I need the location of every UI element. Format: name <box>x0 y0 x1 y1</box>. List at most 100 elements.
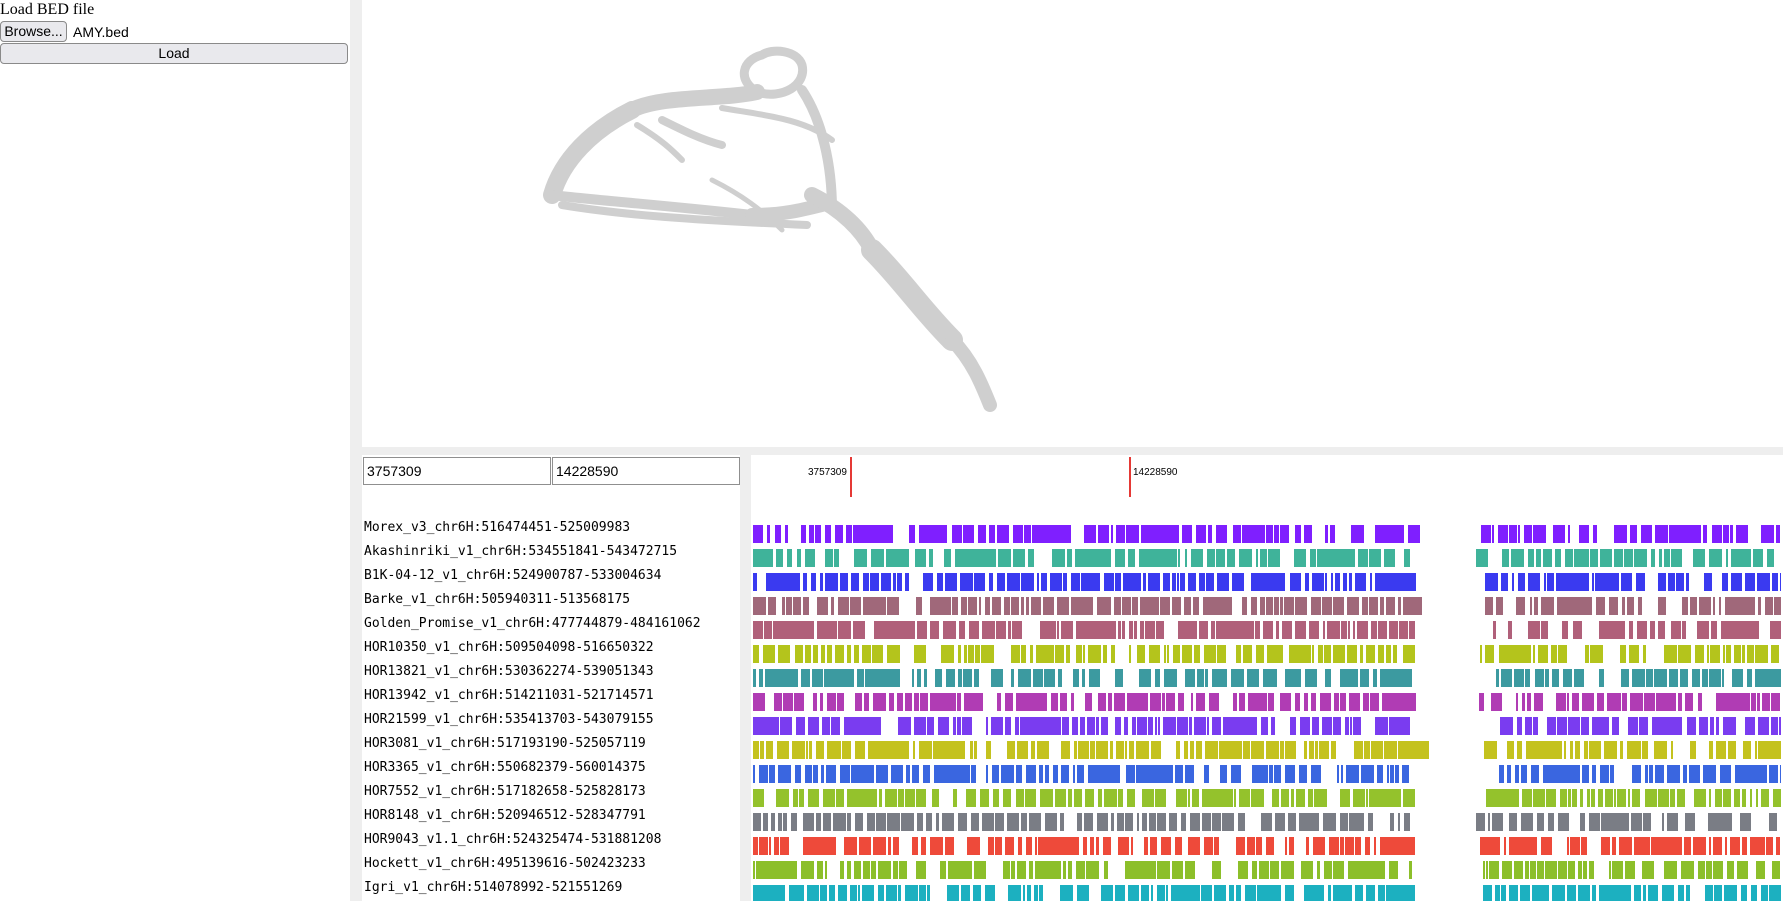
track-segment[interactable] <box>1223 717 1257 735</box>
track-segment[interactable] <box>947 885 959 903</box>
track-segment[interactable] <box>1285 837 1287 855</box>
track-segment[interactable] <box>1053 765 1058 783</box>
track-segment[interactable] <box>1333 645 1345 663</box>
track-segment[interactable] <box>1614 789 1616 807</box>
track-segment[interactable] <box>823 789 835 807</box>
track-segment[interactable] <box>867 813 875 831</box>
track-segment[interactable] <box>936 813 939 831</box>
track-segment[interactable] <box>1084 813 1093 831</box>
track-segment[interactable] <box>1375 717 1388 735</box>
track-segment[interactable] <box>865 669 900 687</box>
track-segment[interactable] <box>854 645 859 663</box>
track-segment[interactable] <box>1234 789 1236 807</box>
track-segment[interactable] <box>1621 573 1632 591</box>
track-segment[interactable] <box>1317 549 1355 567</box>
track-segment[interactable] <box>1118 789 1123 807</box>
track-segment[interactable] <box>897 573 902 591</box>
track-segment[interactable] <box>1051 693 1058 711</box>
track-segment[interactable] <box>1217 573 1229 591</box>
track-segment[interactable] <box>876 765 888 783</box>
track-segment[interactable] <box>1252 765 1268 783</box>
track-segment[interactable] <box>913 741 915 759</box>
track-segment[interactable] <box>1530 597 1532 615</box>
track-segment[interactable] <box>1599 669 1604 687</box>
track-segment[interactable] <box>1547 717 1556 735</box>
track-segment[interactable] <box>1058 669 1062 687</box>
track-segment[interactable] <box>1737 861 1748 879</box>
track-segment[interactable] <box>1753 549 1763 567</box>
track-segment[interactable] <box>927 885 930 903</box>
track-segment[interactable] <box>1021 645 1026 663</box>
track-segment[interactable] <box>1362 597 1368 615</box>
track-segment[interactable] <box>1712 525 1722 543</box>
track-segment[interactable] <box>1598 789 1603 807</box>
track-segment[interactable] <box>893 573 896 591</box>
track-segment[interactable] <box>1607 693 1621 711</box>
track-segment[interactable] <box>1758 741 1781 759</box>
track-segment[interactable] <box>1722 573 1728 591</box>
track-segment[interactable] <box>1541 597 1554 615</box>
track-segment[interactable] <box>1632 765 1641 783</box>
track-segment[interactable] <box>1158 717 1160 735</box>
track-segment[interactable] <box>1129 645 1131 663</box>
track-segment[interactable] <box>1039 765 1043 783</box>
track-segment[interactable] <box>817 597 828 615</box>
track-segment[interactable] <box>1333 597 1344 615</box>
track-segment[interactable] <box>886 549 909 567</box>
track-segment[interactable] <box>1063 573 1067 591</box>
track-segment[interactable] <box>893 861 898 879</box>
track-segment[interactable] <box>1353 789 1365 807</box>
track-segment[interactable] <box>1088 645 1101 663</box>
track-segment[interactable] <box>1141 525 1179 543</box>
track-segment[interactable] <box>1003 861 1010 879</box>
track-segment[interactable] <box>919 525 947 543</box>
track-segment[interactable] <box>1393 645 1397 663</box>
track-segment[interactable] <box>1125 813 1133 831</box>
track-segment[interactable] <box>1029 813 1041 831</box>
track-segment[interactable] <box>806 741 808 759</box>
track-segment[interactable] <box>1527 693 1531 711</box>
track-segment[interactable] <box>808 789 819 807</box>
track-segment[interactable] <box>1018 837 1022 855</box>
track-segment[interactable] <box>1538 645 1548 663</box>
track-segment[interactable] <box>1323 621 1325 639</box>
track-segment[interactable] <box>1528 549 1534 567</box>
track-segment[interactable] <box>1742 837 1747 855</box>
track-segment[interactable] <box>1723 525 1729 543</box>
track-segment[interactable] <box>1098 693 1106 711</box>
track-segment[interactable] <box>1304 525 1312 543</box>
track-segment[interactable] <box>1322 597 1332 615</box>
track-segment[interactable] <box>1358 549 1368 567</box>
track-segment[interactable] <box>1565 549 1573 567</box>
track-segment[interactable] <box>1285 765 1295 783</box>
track-segment[interactable] <box>1572 789 1577 807</box>
track-segment[interactable] <box>1769 885 1781 903</box>
track-segment[interactable] <box>1757 573 1770 591</box>
track-segment[interactable] <box>801 669 810 687</box>
track-segment[interactable] <box>1024 525 1031 543</box>
track-segment[interactable] <box>780 837 789 855</box>
track-segment[interactable] <box>1023 885 1025 903</box>
track-segment[interactable] <box>1086 861 1099 879</box>
track-segment[interactable] <box>963 525 974 543</box>
track-segment[interactable] <box>1703 525 1707 543</box>
track-segment[interactable] <box>887 597 899 615</box>
track-segment[interactable] <box>1507 765 1511 783</box>
track-segment[interactable] <box>783 693 793 711</box>
track-segment[interactable] <box>1008 621 1011 639</box>
track-segment[interactable] <box>1650 621 1655 639</box>
track-segment[interactable] <box>1110 741 1113 759</box>
track-segment[interactable] <box>1683 765 1687 783</box>
track-segment[interactable] <box>1035 837 1037 855</box>
track-segment[interactable] <box>1390 765 1394 783</box>
track-segment[interactable] <box>1709 837 1711 855</box>
track-segment[interactable] <box>1604 741 1617 759</box>
track-segment[interactable] <box>1295 693 1300 711</box>
track-segment[interactable] <box>1568 525 1570 543</box>
track-segment[interactable] <box>763 645 775 663</box>
track-segment[interactable] <box>821 645 825 663</box>
track-segment[interactable] <box>1486 861 1488 879</box>
track-segment[interactable] <box>1366 789 1368 807</box>
track-segment[interactable] <box>1590 549 1598 567</box>
track-segment[interactable] <box>1361 765 1374 783</box>
